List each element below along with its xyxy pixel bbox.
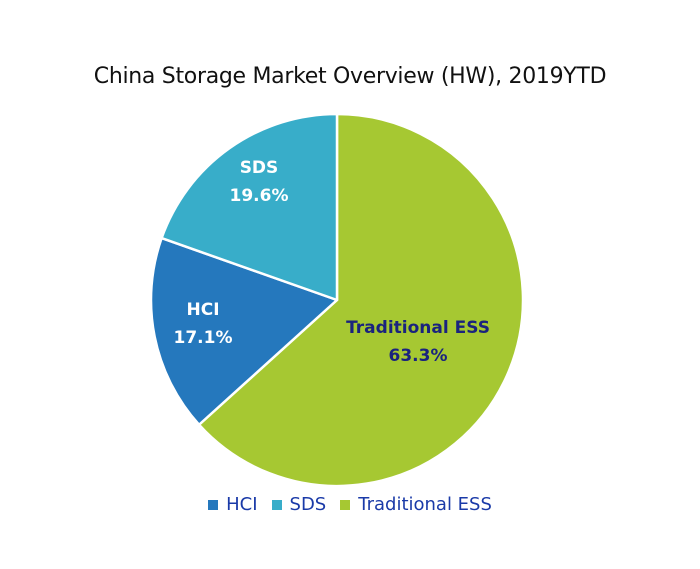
slice-label-hci: HCI <box>186 300 219 320</box>
pie-slice-traditional-ess <box>197 112 525 488</box>
slice-value-hci: 17.1% <box>174 328 233 348</box>
legend-swatch-hci <box>208 499 219 510</box>
legend-label-hci: HCI <box>226 494 258 515</box>
legend-item-sds: SDS <box>271 494 327 515</box>
legend-label-sds: SDS <box>289 494 327 515</box>
legend-item-traditional-ess: Traditional ESS <box>340 494 492 515</box>
legend-swatch-sds <box>271 499 282 510</box>
slice-value-traditional-ess: 63.3% <box>389 346 448 366</box>
legend-item-hci: HCI <box>208 494 258 515</box>
slice-value-sds: 19.6% <box>230 186 289 206</box>
legend-swatch-traditional-ess <box>340 499 351 510</box>
chart-title: China Storage Market Overview (HW), 2019… <box>93 64 607 89</box>
slice-label-sds: SDS <box>240 158 279 178</box>
legend: HCI SDS Traditional ESS <box>0 494 700 515</box>
slice-label-traditional-ess: Traditional ESS <box>346 318 490 338</box>
pie-slice-sds <box>160 112 339 302</box>
legend-label-traditional-ess: Traditional ESS <box>358 494 492 515</box>
